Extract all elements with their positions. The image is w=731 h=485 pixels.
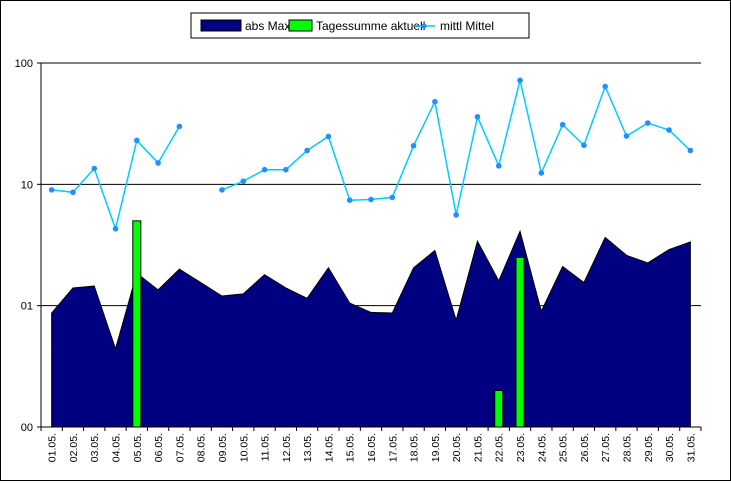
- y-axis: 00 01 10 100: [15, 58, 42, 434]
- line-mittl-mittel: [51, 126, 181, 232]
- legend-swatch-tagessumme: [288, 19, 313, 32]
- point-mittl-mittel: [666, 127, 672, 133]
- point-mittl-mittel: [623, 133, 630, 139]
- x-tick-label: 07.05.: [174, 433, 186, 462]
- point-mittl-mittel: [219, 187, 225, 193]
- x-tick-label: 01.05.: [47, 433, 59, 462]
- point-mittl-mittel: [410, 142, 417, 149]
- point-mittl-mittel: [559, 121, 566, 128]
- x-tick-label: 31.05.: [685, 433, 697, 462]
- point-mittl-mittel: [432, 98, 438, 105]
- legend-label-abs-max: abs Max: [245, 19, 290, 33]
- point-mittl-mittel: [134, 137, 140, 144]
- bar-tagessumme: [132, 220, 142, 428]
- point-mittl-mittel: [581, 142, 587, 149]
- x-tick-label: 22.05.: [494, 433, 506, 462]
- x-tick-label: 02.05.: [68, 433, 80, 462]
- plot-area: [41, 62, 701, 428]
- x-tick-label: 11.05.: [260, 433, 272, 461]
- x-tick-label: 08.05.: [196, 433, 208, 462]
- legend-marker-mittl-mittel: [421, 23, 427, 29]
- x-tick-label: 28.05.: [621, 433, 633, 462]
- x-tick-label: 23.05.: [515, 433, 527, 462]
- x-tick-label: 24.05.: [536, 433, 548, 462]
- point-mittl-mittel: [48, 187, 55, 193]
- y-tick-label: 01: [21, 301, 33, 313]
- point-mittl-mittel: [91, 165, 98, 172]
- point-mittl-mittel: [176, 123, 183, 130]
- x-tick-label: 15.05.: [345, 433, 357, 462]
- point-mittl-mittel: [346, 197, 353, 203]
- x-tick-label: 12.05.: [281, 433, 293, 462]
- line-mittl-mittel: [221, 80, 691, 216]
- point-mittl-mittel: [517, 77, 523, 84]
- point-mittl-mittel: [644, 120, 651, 126]
- legend: abs Max Tagessumme aktuell mittl Mittel: [190, 12, 530, 39]
- point-mittl-mittel: [368, 196, 374, 203]
- x-tick-label: 20.05.: [451, 433, 463, 462]
- point-mittl-mittel: [283, 166, 289, 173]
- x-tick-label: 14.05.: [323, 433, 335, 462]
- legend-label-tagessumme: Tagessumme aktuell: [316, 19, 425, 33]
- point-mittl-mittel: [112, 226, 119, 232]
- x-tick-label: 05.05.: [132, 433, 144, 462]
- x-tick-label: 29.05.: [643, 433, 655, 462]
- x-tick-label: 03.05.: [89, 433, 101, 462]
- area-abs-max: [51, 229, 691, 428]
- y-tick-label: 00: [21, 422, 33, 434]
- point-mittl-mittel: [474, 114, 481, 120]
- point-mittl-mittel: [495, 163, 502, 169]
- point-mittl-mittel: [155, 160, 161, 166]
- point-mittl-mittel: [538, 170, 545, 176]
- point-mittl-mittel: [453, 212, 459, 218]
- point-mittl-mittel: [261, 166, 268, 173]
- bar-tagessumme: [494, 389, 504, 428]
- x-tick-label: 04.05.: [111, 433, 123, 462]
- point-mittl-mittel: [389, 194, 396, 201]
- y-tick-label: 10: [21, 179, 33, 191]
- x-tick-label: 26.05.: [579, 433, 591, 462]
- legend-label-mittl-mittel: mittl Mittel: [440, 19, 494, 33]
- legend-box: [190, 12, 530, 39]
- point-mittl-mittel: [304, 147, 310, 154]
- x-tick-label: 17.05.: [387, 433, 399, 462]
- bar-tagessumme: [515, 256, 525, 428]
- x-tick-label: 16.05.: [366, 433, 378, 462]
- x-tick-label: 25.05.: [558, 433, 570, 462]
- x-tick-label: 09.05.: [217, 433, 229, 462]
- x-tick-label: 18.05.: [409, 433, 421, 462]
- point-mittl-mittel: [687, 147, 694, 154]
- x-tick-label: 10.05.: [238, 433, 250, 462]
- x-tick-label: 27.05.: [600, 433, 612, 462]
- point-mittl-mittel: [240, 178, 247, 185]
- y-tick-label: 100: [15, 58, 33, 70]
- legend-swatch-abs-max: [200, 19, 242, 32]
- x-tick-label: 21.05.: [472, 433, 484, 462]
- point-mittl-mittel: [70, 189, 76, 196]
- x-tick-label: 30.05.: [664, 433, 676, 462]
- x-tick-label: 06.05.: [153, 433, 165, 462]
- point-mittl-mittel: [325, 133, 332, 140]
- x-axis: 01.05. 02.05. 03.05. 04.05. 05.05. 06.05. 07.0…: [40, 426, 702, 462]
- point-mittl-mittel: [602, 83, 608, 90]
- x-tick-label: 19.05.: [430, 433, 442, 462]
- x-tick-label: 13.05.: [302, 433, 314, 462]
